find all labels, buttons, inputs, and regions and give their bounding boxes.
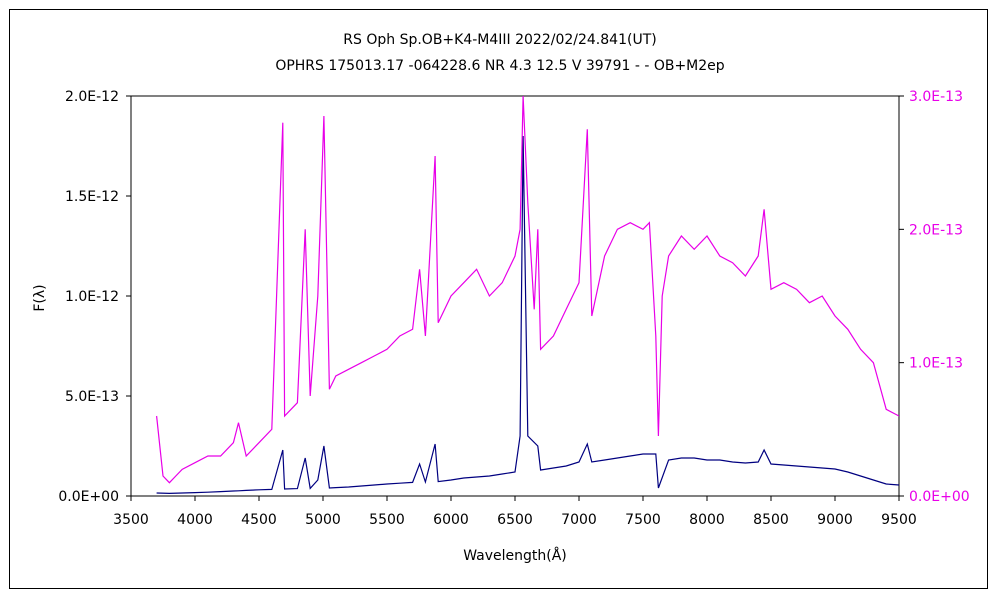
x-tick-label: 8000 bbox=[689, 512, 725, 528]
y-tick-label-left: 0.0E+00 bbox=[58, 489, 119, 505]
y-axis-label: F(λ) bbox=[32, 284, 48, 311]
plot-area bbox=[130, 95, 900, 497]
series-line-right bbox=[156, 96, 899, 484]
x-tick-label: 6000 bbox=[433, 512, 469, 528]
x-tick-label: 5000 bbox=[305, 512, 341, 528]
x-tick-label: 9000 bbox=[817, 512, 853, 528]
y-tick-label-right: 1.0E-13 bbox=[909, 356, 963, 372]
x-tick-label: 9500 bbox=[881, 512, 917, 528]
y-tick-label-right: 2.0E-13 bbox=[909, 222, 963, 238]
x-tick-label: 5500 bbox=[369, 512, 405, 528]
series-line-left bbox=[156, 135, 899, 495]
y-tick-label-left: 1.0E-12 bbox=[65, 289, 119, 305]
y-tick-label-left: 5.0E-13 bbox=[65, 389, 119, 405]
x-tick-label: 6500 bbox=[497, 512, 533, 528]
chart-title: RS Oph Sp.OB+K4-M4III 2022/02/24.841(UT) bbox=[343, 32, 656, 48]
y-tick-label-right: 0.0E+00 bbox=[909, 489, 970, 505]
x-tick-label: 4500 bbox=[241, 512, 277, 528]
x-tick-label: 3500 bbox=[113, 512, 149, 528]
x-tick-label: 7500 bbox=[625, 512, 661, 528]
y-tick-label-left: 1.5E-12 bbox=[65, 189, 119, 205]
y-tick-label-left: 2.0E-12 bbox=[65, 89, 119, 105]
x-tick-label: 4000 bbox=[177, 512, 213, 528]
x-tick-label: 8500 bbox=[753, 512, 789, 528]
y-tick-label-right: 3.0E-13 bbox=[909, 89, 963, 105]
chart-subtitle: OPHRS 175013.17 -064228.6 NR 4.3 12.5 V … bbox=[275, 58, 724, 74]
chart-frame bbox=[9, 9, 988, 589]
x-tick-label: 7000 bbox=[561, 512, 597, 528]
x-axis-label: Wavelength(Å) bbox=[463, 547, 567, 564]
